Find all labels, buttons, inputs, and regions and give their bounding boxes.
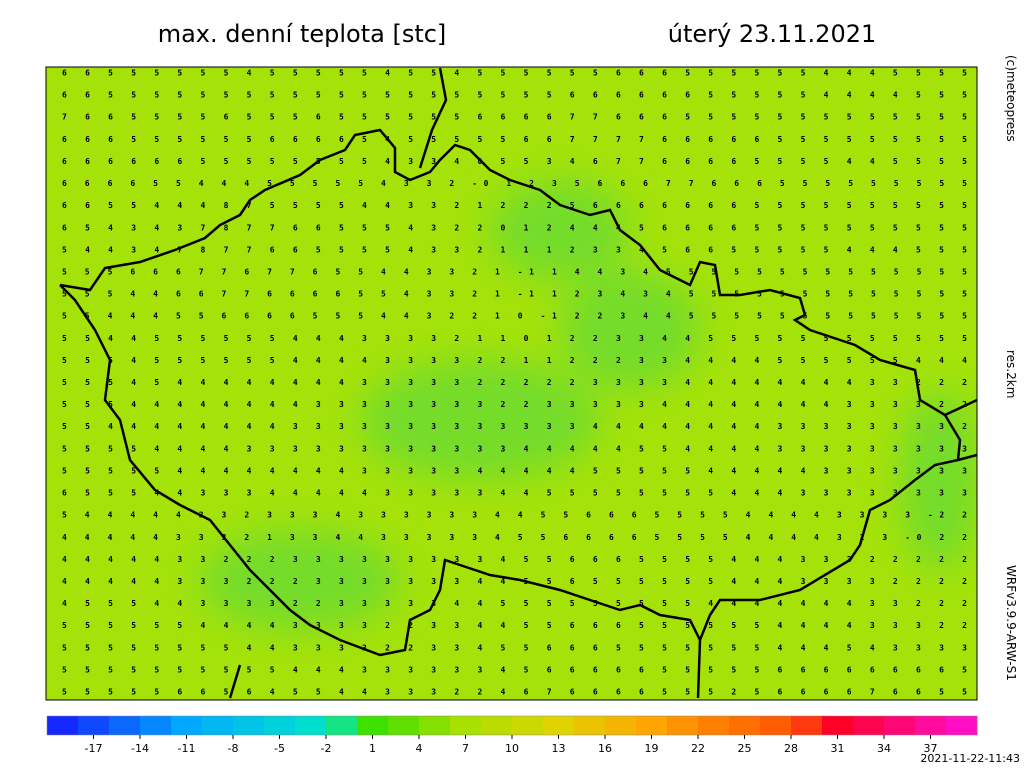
colorbar-swatch xyxy=(791,716,823,735)
colorbar-swatch xyxy=(605,716,637,735)
colorbar-swatch xyxy=(357,716,389,735)
colorbar-tick-label: 19 xyxy=(645,742,659,755)
colorbar-swatch xyxy=(729,716,761,735)
grid-row: 4 4 4 4 4 3 3 3 2 2 2 3 3 3 3 3 3 3 4 4 … xyxy=(62,577,967,586)
grid-row: 5 5 5 5 5 5 5 5 4 4 3 3 3 3 2 2 3 3 4 5 … xyxy=(62,643,967,652)
grid-row: 6 6 5 5 5 5 5 5 5 5 5 5 5 5 5 5 5 5 5 5 … xyxy=(62,91,967,100)
colorbar-tick-label: 10 xyxy=(505,742,519,755)
grid-row: 5 5 5 4 5 4 4 4 4 4 4 4 4 3 3 3 3 3 2 2 … xyxy=(62,378,967,387)
colorbar-tick-label: -8 xyxy=(228,742,239,755)
grid-row: 5 5 5 4 4 4 4 4 4 4 4 3 3 3 3 3 3 3 3 2 … xyxy=(62,400,967,409)
copyright: (c)meteopress xyxy=(1004,55,1018,142)
colorbar-swatch xyxy=(109,716,141,735)
grid-row: 5 5 4 4 4 4 4 4 4 4 3 3 3 3 3 3 3 3 3 3 … xyxy=(62,422,967,431)
grid-row: 7 6 6 5 5 5 5 6 5 5 5 6 5 5 5 5 5 5 6 6 … xyxy=(62,113,967,122)
grid-row: 6 6 5 5 4 4 4 8 7 5 5 5 5 4 4 3 3 2 1 2 … xyxy=(62,201,967,210)
colorbar-tick-label: -2 xyxy=(321,742,332,755)
grid-row: 5 5 5 5 5 5 5 5 5 5 4 4 4 3 3 3 3 3 3 4 … xyxy=(62,665,967,674)
date: úterý 23.11.2021 xyxy=(668,20,877,48)
colorbar-swatch xyxy=(574,716,606,735)
grid-row: 5 5 4 4 5 5 5 5 5 5 4 4 4 3 3 3 3 2 1 1 … xyxy=(62,334,967,343)
grid-row: 4 5 5 5 4 4 3 3 3 3 2 2 3 3 3 3 3 4 4 5 … xyxy=(62,599,967,608)
grid-row: 5 5 5 5 5 4 4 4 4 4 4 4 4 3 3 3 3 3 4 4 … xyxy=(62,466,967,475)
title: max. denní teplota [stc] xyxy=(158,20,447,48)
colorbar-tick-label: 37 xyxy=(924,742,938,755)
colorbar: -17 -14 -11 -8 -5 -2 1 4 7 10 13 16 19 22 25 28 31 34 37 xyxy=(46,715,978,755)
grid-row: 5 5 5 5 5 6 6 5 6 4 5 5 4 4 3 3 3 2 2 4 … xyxy=(62,688,967,697)
colorbar-tick-label: 1 xyxy=(369,742,376,755)
colorbar-tick-label: 4 xyxy=(416,742,423,755)
colorbar-swatch xyxy=(295,716,327,735)
colorbar-swatch xyxy=(388,716,420,735)
colorbar-swatch xyxy=(264,716,296,735)
timestamp: 2021-11-22-11:43 xyxy=(920,752,1020,765)
colorbar-swatch xyxy=(667,716,699,735)
colorbar-swatch xyxy=(698,716,730,735)
colorbar-swatch xyxy=(233,716,265,735)
field: 6 6 5 5 5 5 5 5 4 5 5 5 5 5 4 5 5 4 5 5 … xyxy=(46,67,977,700)
grid-row: 5 5 5 5 4 4 4 4 3 3 3 3 3 3 3 3 3 3 3 3 … xyxy=(62,444,967,453)
colorbar-swatch xyxy=(419,716,451,735)
colorbar-tick-label: 34 xyxy=(877,742,891,755)
colorbar-tick-label: -14 xyxy=(131,742,149,755)
colorbar-swatch xyxy=(543,716,575,735)
colorbar-swatch xyxy=(512,716,544,735)
grid-row: 6 5 4 3 4 3 7 8 7 7 6 6 5 5 5 4 3 2 2 0 … xyxy=(62,223,967,232)
colorbar-swatch xyxy=(636,716,668,735)
colorbar-tick-label: 28 xyxy=(784,742,798,755)
colorbar-tick-label: 7 xyxy=(462,742,469,755)
colorbar-tick-label: 22 xyxy=(691,742,705,755)
colorbar-swatch xyxy=(450,716,482,735)
colorbar-tick-label: -17 xyxy=(85,742,103,755)
colorbar-swatch xyxy=(78,716,110,735)
colorbar-swatch xyxy=(822,716,854,735)
colorbar-tick-label: -5 xyxy=(274,742,285,755)
colorbar-swatch xyxy=(47,716,79,735)
colorbar-swatch xyxy=(326,716,358,735)
colorbar-tick-label: -11 xyxy=(178,742,196,755)
grid-row: 6 6 6 6 6 6 5 5 5 5 5 5 5 5 4 3 3 4 0 5 … xyxy=(62,157,967,166)
colorbar-swatch xyxy=(853,716,885,735)
grid-row: 5 5 5 5 5 5 4 4 4 4 3 3 3 3 2 2 3 3 4 4 … xyxy=(62,621,967,630)
frame xyxy=(45,66,978,701)
colorbar-swatch xyxy=(884,716,916,735)
colorbar-swatch xyxy=(481,716,513,735)
colorbar-tick-label: 13 xyxy=(552,742,566,755)
resolution: res.2km xyxy=(1004,350,1018,398)
borders xyxy=(59,67,977,699)
grid-row: 6 6 6 5 5 5 5 5 5 6 6 6 6 5 4 5 5 5 5 5 … xyxy=(62,135,967,144)
cool-patches xyxy=(200,180,977,630)
colorbar-tick-label: 31 xyxy=(831,742,845,755)
colorbar-swatch xyxy=(202,716,234,735)
grid-row: 4 4 4 4 4 3 3 2 2 2 3 3 3 3 3 3 3 3 3 4 … xyxy=(62,555,967,564)
colorbar-tick-label: 16 xyxy=(598,742,612,755)
grid-row: 5 4 4 3 4 7 8 7 7 6 6 5 5 5 5 4 3 3 2 1 … xyxy=(62,245,967,254)
grid-row: 6 6 5 5 5 5 5 5 4 5 5 5 5 5 4 5 5 4 5 5 … xyxy=(62,69,967,78)
grid-row: 5 5 5 4 5 5 5 5 5 5 4 4 4 4 3 3 3 3 2 2 … xyxy=(62,356,967,365)
colorbar-swatch xyxy=(760,716,792,735)
grid-row: 6 5 5 5 4 4 3 3 3 4 4 4 4 4 3 3 3 3 3 4 … xyxy=(62,489,967,498)
colorbar-swatch xyxy=(946,716,978,735)
colorbar-swatch xyxy=(915,716,947,735)
colorbar-swatch xyxy=(171,716,203,735)
model: WRFv3.9.9-ARW-S1 xyxy=(1004,565,1018,681)
colorbar-tick-label: 25 xyxy=(738,742,752,755)
colorbar-swatch xyxy=(140,716,172,735)
